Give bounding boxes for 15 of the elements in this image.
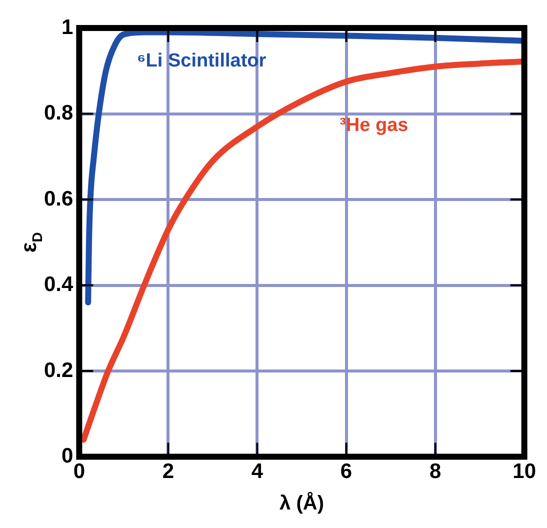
x-tick-label: 6 [340, 460, 352, 484]
y-axis-title: εD [16, 232, 45, 253]
y-tick-label: 0.4 [44, 273, 74, 296]
x-tick-label: 2 [162, 460, 174, 484]
x-tick-label: 4 [251, 460, 264, 484]
y-tick-label: 0.2 [44, 358, 74, 382]
y-tick-label: 0 [62, 444, 74, 468]
series-label: ⁶Li Scintillator [137, 50, 267, 72]
series-label: ³He gas [340, 114, 408, 136]
x-tick-label: 10 [512, 460, 536, 484]
x-tick-label: 8 [429, 460, 442, 484]
y-tick-label: 0.8 [44, 102, 74, 125]
x-axis-title: λ (Å) [280, 492, 324, 515]
y-tick-label: 1 [62, 16, 74, 39]
y-tick-label: 0.6 [44, 187, 74, 210]
